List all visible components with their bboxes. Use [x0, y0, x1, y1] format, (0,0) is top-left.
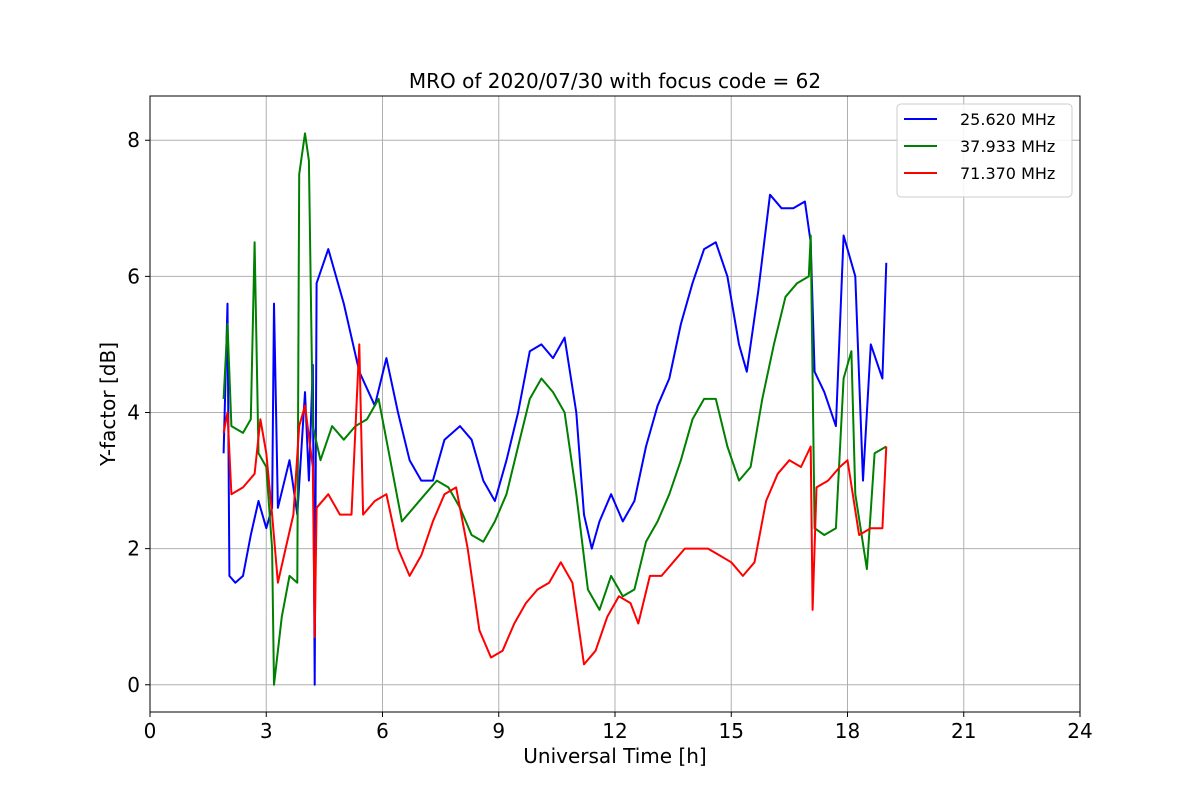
- x-tick-label: 0: [144, 719, 157, 743]
- y-tick-label: 4: [127, 401, 140, 425]
- chart-title: MRO of 2020/07/30 with focus code = 62: [409, 69, 821, 93]
- x-tick-label: 6: [376, 719, 389, 743]
- legend-label: 71.370 MHz: [960, 164, 1055, 183]
- y-axis: 0 2 4 6 8: [127, 128, 150, 697]
- x-tick-label: 9: [492, 719, 505, 743]
- legend: 25.620 MHz 37.933 MHz 71.370 MHz: [896, 103, 1073, 198]
- x-axis: 0 3 6 9 12 15 18 21 24: [144, 712, 1093, 743]
- y-tick-label: 8: [127, 128, 140, 152]
- x-tick-label: 15: [719, 719, 744, 743]
- x-tick-label: 24: [1067, 719, 1092, 743]
- x-tick-label: 3: [260, 719, 273, 743]
- series-line: [222, 343, 888, 666]
- legend-box: [896, 103, 1073, 198]
- legend-label: 37.933 MHz: [960, 137, 1055, 156]
- y-tick-label: 6: [127, 264, 140, 288]
- x-axis-label: Universal Time [h]: [523, 744, 706, 768]
- x-tick-label: 21: [951, 719, 976, 743]
- x-tick-label: 18: [835, 719, 860, 743]
- series-line: [222, 193, 888, 686]
- y-tick-label: 2: [127, 537, 140, 561]
- legend-label: 25.620 MHz: [960, 110, 1055, 129]
- x-tick-label: 12: [602, 719, 627, 743]
- series-layer: [222, 132, 888, 686]
- series-line: [222, 132, 887, 686]
- y-tick-label: 0: [127, 673, 140, 697]
- y-axis-label: Y-factor [dB]: [96, 342, 120, 467]
